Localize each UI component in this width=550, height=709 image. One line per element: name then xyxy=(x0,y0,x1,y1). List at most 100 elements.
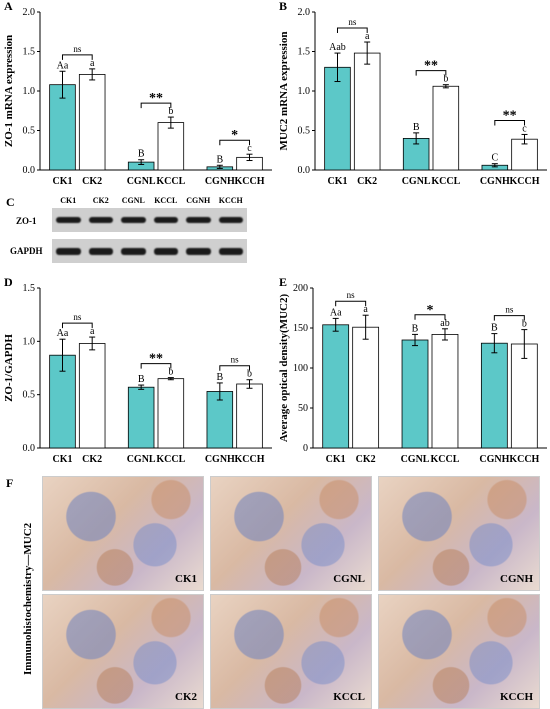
y-tick-label: 2.0 xyxy=(298,7,311,18)
y-tick-label: 0.0 xyxy=(23,165,36,176)
micrograph-cgnh: CGNH xyxy=(378,476,540,591)
significance-letter: B xyxy=(138,149,145,160)
significance-letter: ab xyxy=(440,318,449,329)
blot-band-gapdh xyxy=(121,247,146,255)
bar-cgnl xyxy=(402,137,430,171)
comparison-bracket xyxy=(414,314,446,320)
bar-kccl xyxy=(432,85,460,171)
significance-letter: b xyxy=(443,74,448,85)
x-tick-label: CK1 xyxy=(327,176,347,187)
bar-ck2 xyxy=(78,74,106,171)
blot-lane-label: CK1 xyxy=(60,196,77,205)
comparison-bracket xyxy=(61,322,93,329)
micrograph-kcch: KCCH xyxy=(378,594,540,709)
significance-letter: c xyxy=(522,123,527,134)
comparison-label: ns xyxy=(231,355,240,365)
y-axis-label: ZO-1 mRNA expression xyxy=(3,35,15,147)
x-tick-label: KCCH xyxy=(235,454,265,465)
x-tick-label: CK1 xyxy=(326,454,346,465)
comparison-bracket xyxy=(140,363,172,369)
bar-cgnl xyxy=(401,339,429,449)
blot-strip-zo1 xyxy=(52,208,247,232)
x-tick-label: KCCL xyxy=(156,454,185,465)
blot-band-gapdh xyxy=(153,247,178,255)
x-tick-label: KCCL xyxy=(156,176,185,187)
significance-letter: B xyxy=(412,323,419,334)
x-tick-label: CGNH xyxy=(479,454,509,465)
y-tick-label: 1.5 xyxy=(23,47,36,58)
y-axis-label: ZO-1/GAPDH xyxy=(3,334,15,402)
comparison-bracket xyxy=(140,102,172,109)
x-tick-label: CGNH xyxy=(205,176,235,187)
significance-letter: c xyxy=(247,143,252,154)
blot-row-label-zo1: ZO-1 xyxy=(16,216,37,226)
y-tick-label: 0.5 xyxy=(23,390,36,401)
panel-letter: B xyxy=(279,0,287,13)
blot-strip-gapdh xyxy=(52,239,247,263)
blot-band-gapdh xyxy=(218,247,243,255)
blot-band-zo1 xyxy=(88,217,113,223)
x-tick-label: KCCH xyxy=(509,454,539,465)
blot-bands-zo1 xyxy=(52,208,247,232)
blot-lane-label: CGNH xyxy=(186,196,211,205)
significance-letter: B xyxy=(413,122,420,133)
x-tick-label: CK1 xyxy=(52,176,72,187)
comparison-label: * xyxy=(427,303,434,318)
significance-letter: Aa xyxy=(330,307,342,318)
comparison-bracket xyxy=(335,300,367,307)
comparison-bracket xyxy=(219,365,251,371)
significance-letter: B xyxy=(138,374,145,385)
blot-lane-label: KCCL xyxy=(154,196,178,205)
significance-letter: b xyxy=(522,319,527,330)
chart-d-zo1-gapdh: D 0.0 0.5 1.0 1.5 ZO-1/GAPDH Aa CK1 a CK2 B CGNL b KC… xyxy=(3,275,272,465)
micrograph-ck1: CK1 xyxy=(42,476,204,591)
y-tick-label: 0 xyxy=(303,443,308,454)
blot-lane-labels: CK1 CK2 CGNL KCCL CGNH KCCH xyxy=(52,196,247,208)
x-tick-label: KCCL xyxy=(431,176,460,187)
x-tick-label: CGNL xyxy=(402,176,431,187)
panel-letter-f: F xyxy=(6,476,14,490)
chart-a-zo1-mrna: A 0.0 0.5 1.0 1.5 2.0 ZO-1 mRNA expression Aa CK… xyxy=(3,0,272,187)
x-tick-label: CK1 xyxy=(52,454,72,465)
comparison-bracket xyxy=(415,70,447,76)
x-tick-label: CK2 xyxy=(82,454,102,465)
significance-letter: Aa xyxy=(57,328,69,339)
bar-cgnl xyxy=(127,386,155,449)
comparison-bracket xyxy=(219,139,251,146)
y-tick-label: 0.0 xyxy=(23,443,36,454)
y-tick-label: 2.0 xyxy=(23,7,36,18)
significance-letter: a xyxy=(363,304,368,315)
y-tick-label: 1.5 xyxy=(298,47,311,58)
bar-kccl xyxy=(431,334,459,449)
significance-letter: Aab xyxy=(329,42,346,53)
bar-kcch xyxy=(510,343,538,449)
significance-letter: B xyxy=(216,154,223,165)
y-tick-label: 1.0 xyxy=(23,336,36,347)
significance-letter: b xyxy=(247,369,252,380)
x-tick-label: CGNL xyxy=(127,454,156,465)
x-tick-label: KCCH xyxy=(510,176,540,187)
blot-band-zo1 xyxy=(153,217,178,223)
bar-ck2 xyxy=(353,52,381,171)
micrograph-side-label: Immunohistochemistry—MUC2 xyxy=(22,522,34,675)
micrograph-panel: F Immunohistochemistry—MUC2 CK1 CGNL CGNH C… xyxy=(0,470,550,709)
y-tick-label: 100 xyxy=(293,363,308,374)
y-tick-label: 1.0 xyxy=(23,86,36,97)
comparison-bracket xyxy=(61,54,93,60)
blot-band-gapdh xyxy=(186,247,211,255)
micrograph-label: KCCL xyxy=(333,691,365,703)
y-tick-label: 1.0 xyxy=(298,86,311,97)
blot-row-label-gapdh: GAPDH xyxy=(10,246,43,256)
comparison-bracket xyxy=(493,315,525,321)
significance-letter: a xyxy=(365,31,370,42)
significance-letter: a xyxy=(90,326,95,337)
western-blot-panel: C CK1 CK2 CGNL KCCL CGNH KCCH ZO-1 GAPDH xyxy=(0,195,275,270)
chart-b-muc2-mrna: B 0.0 0.5 1.0 1.5 2.0 MUC2 mRNA expression Aab C… xyxy=(278,0,547,187)
comparison-label: ** xyxy=(149,91,163,106)
x-tick-label: CK2 xyxy=(356,454,376,465)
micrograph-label: KCCH xyxy=(500,691,533,703)
comparison-label: ** xyxy=(503,108,517,123)
comparison-label: ns xyxy=(348,17,357,27)
blot-bands-gapdh xyxy=(52,239,247,263)
blot-band-zo1 xyxy=(121,217,146,223)
